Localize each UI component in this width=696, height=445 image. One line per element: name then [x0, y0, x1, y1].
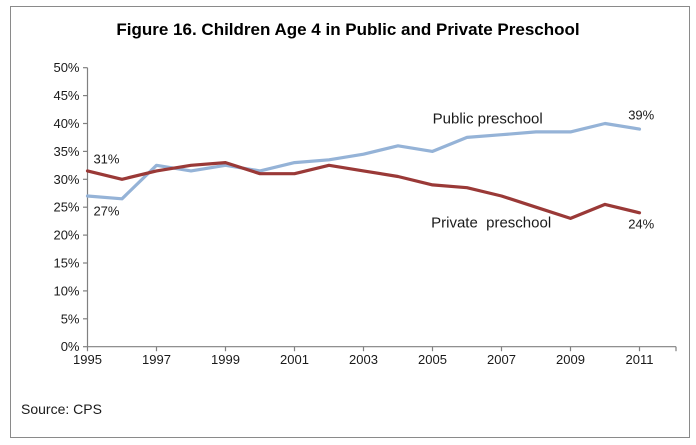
- y-tick-label: 0%: [61, 339, 80, 354]
- figure-title: Figure 16. Children Age 4 in Public and …: [116, 20, 580, 39]
- x-tick-label: 1997: [142, 352, 171, 367]
- y-tick-label: 30%: [53, 172, 79, 187]
- annotation-private-preschool: Private preschool: [431, 214, 552, 232]
- y-tick-label: 50%: [53, 60, 79, 75]
- y-tick-label: 40%: [53, 116, 79, 131]
- x-tick-label: 2009: [556, 352, 585, 367]
- y-tick-label: 20%: [53, 228, 79, 243]
- annotation-39: 39%: [628, 107, 655, 123]
- x-tick-label: 1995: [73, 352, 102, 367]
- y-tick-label: 35%: [53, 144, 79, 159]
- series-line-public-preschool: [85, 121, 642, 201]
- series-line-private-preschool: [85, 161, 642, 220]
- x-tick-label: 2001: [280, 352, 309, 367]
- annotation-24: 24%: [628, 216, 655, 232]
- annotation-27: 27%: [93, 203, 120, 219]
- x-tick-label: 1999: [211, 352, 240, 367]
- source-note: Source: CPS: [21, 401, 102, 417]
- y-tick-label: 5%: [61, 311, 80, 326]
- x-tick-label: 2007: [487, 352, 516, 367]
- y-tick-label: 45%: [53, 88, 79, 103]
- x-tick-label: 2005: [418, 352, 447, 367]
- y-tick-label: 25%: [53, 200, 79, 215]
- x-tick-label: 2003: [349, 352, 378, 367]
- x-tick-label: 2011: [626, 352, 654, 367]
- annotation-31: 31%: [93, 151, 120, 167]
- annotation-public-preschool: Public preschool: [432, 110, 543, 128]
- figure-border: [10, 6, 690, 438]
- y-tick-label: 15%: [53, 256, 79, 271]
- y-tick-label: 10%: [53, 283, 79, 298]
